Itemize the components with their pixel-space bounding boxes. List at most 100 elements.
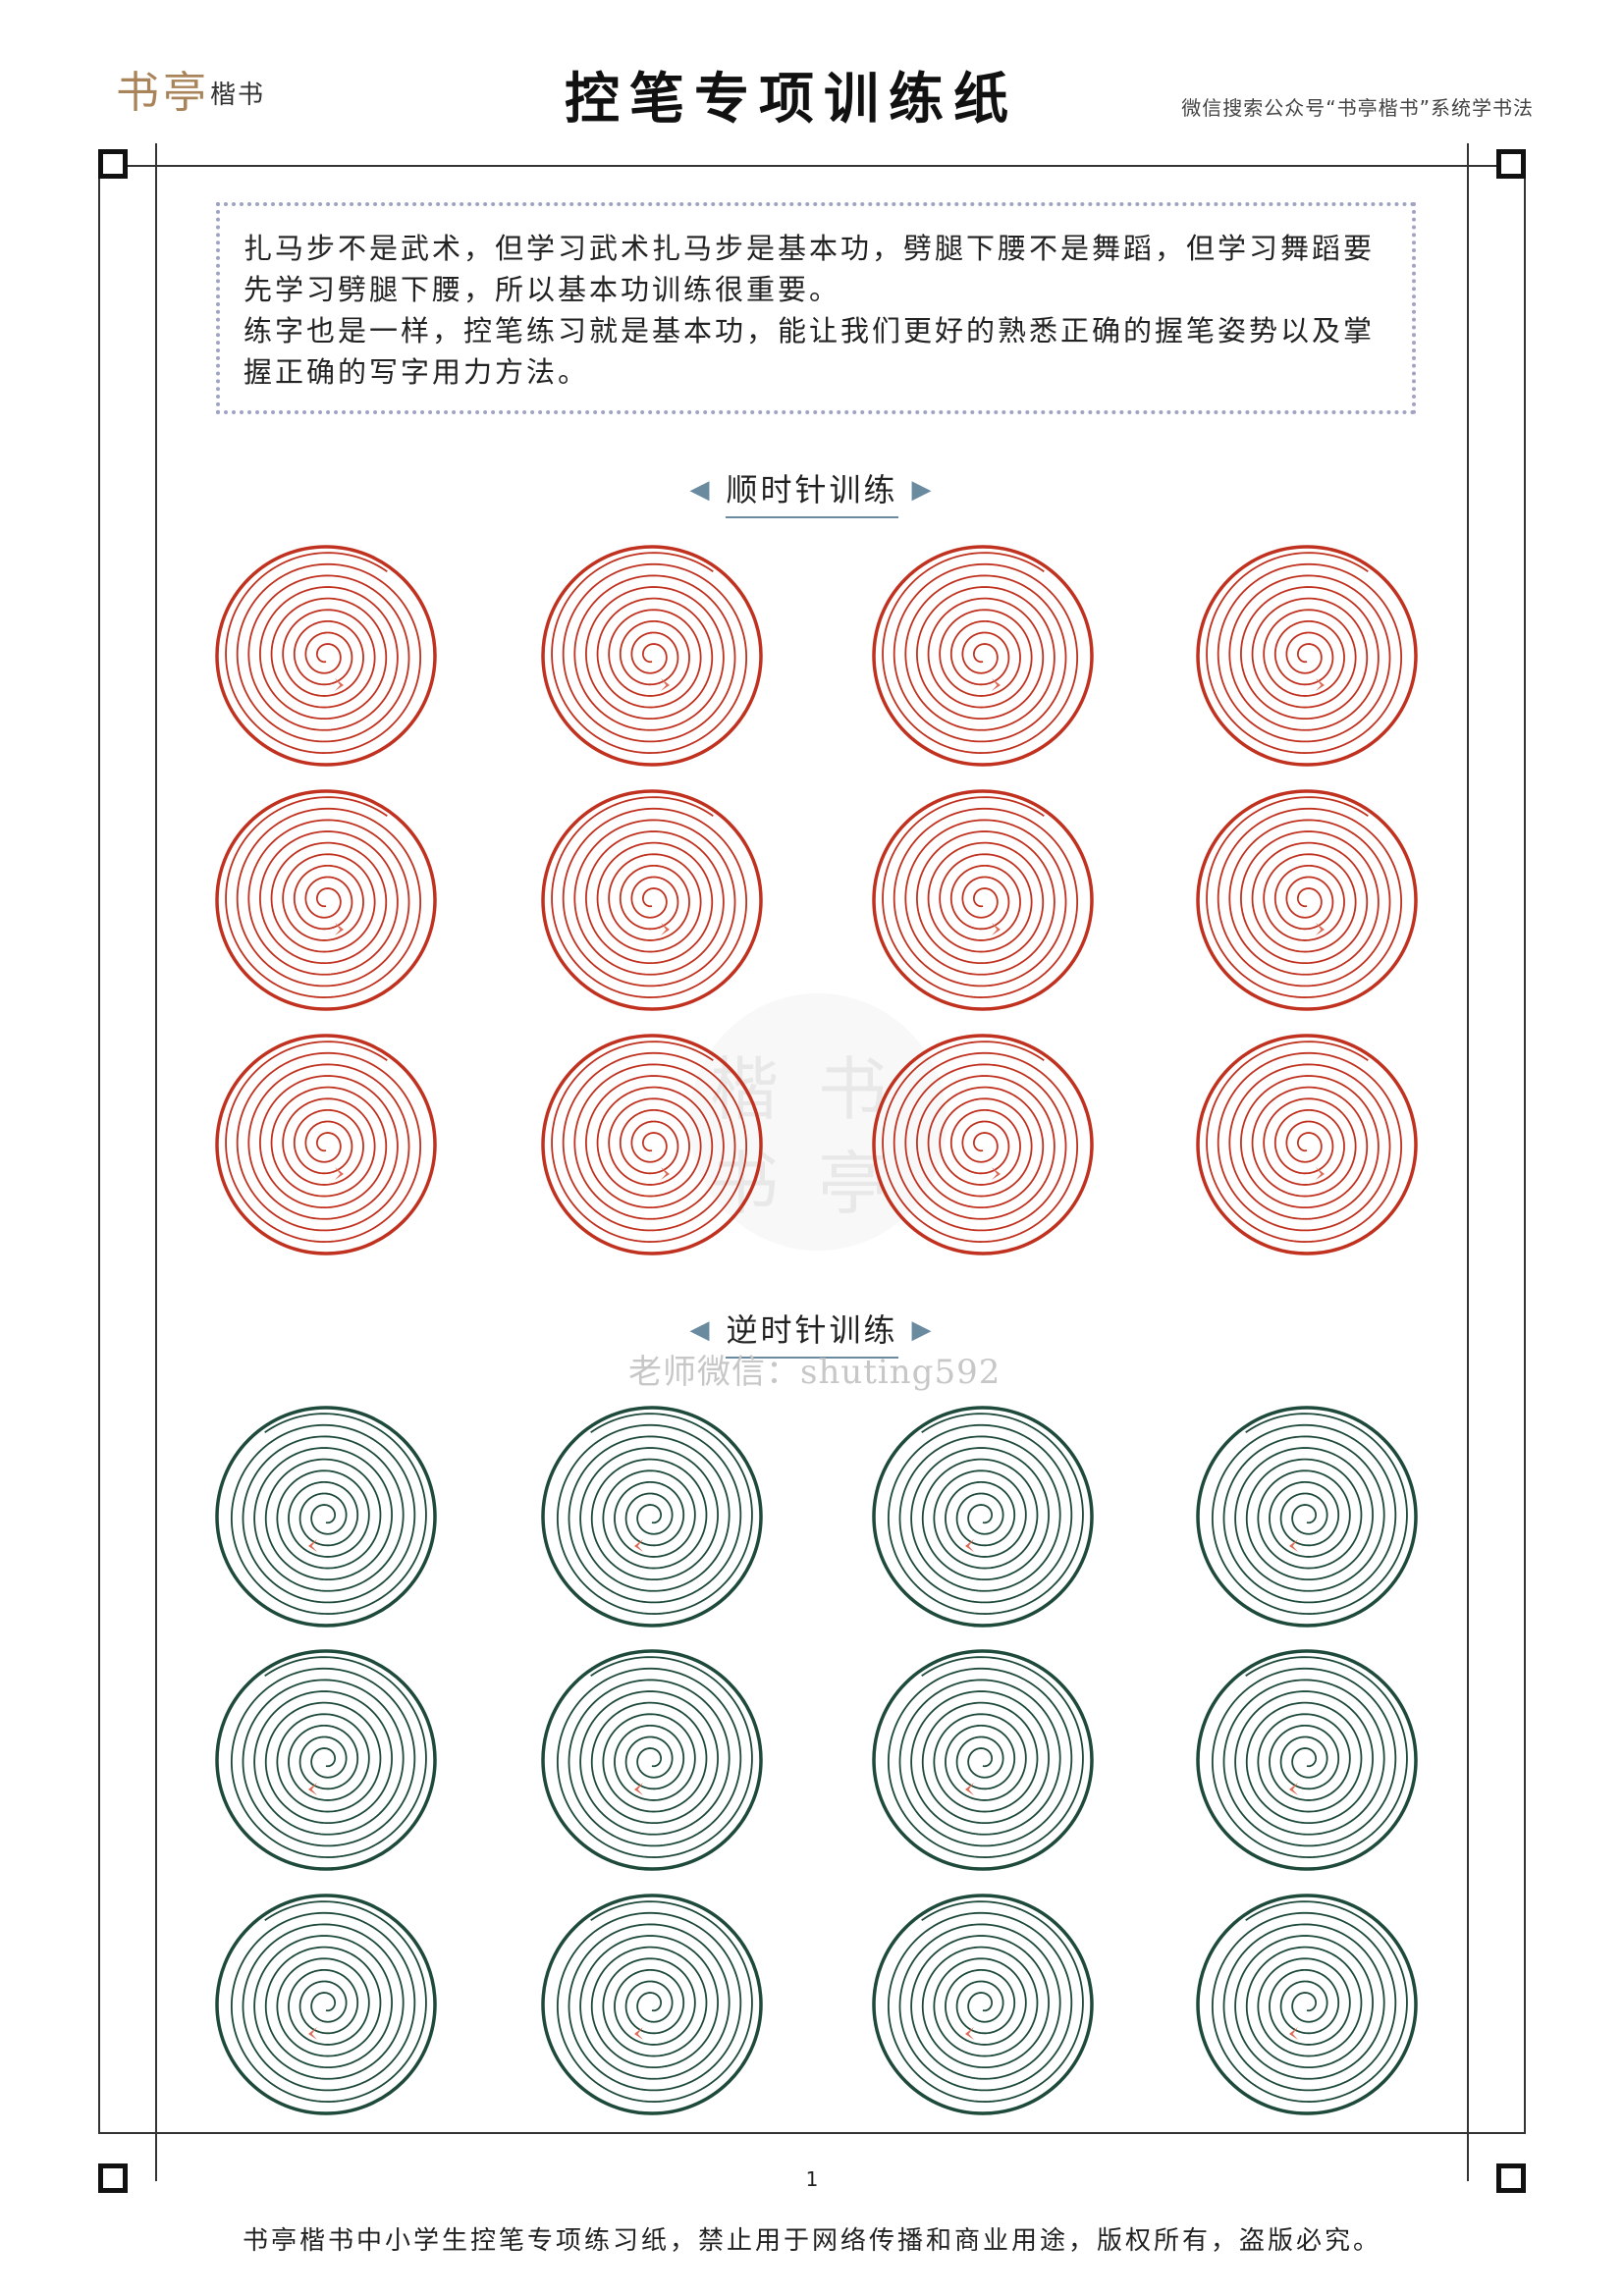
spiral-path [882, 552, 1079, 754]
spiral-path [551, 796, 748, 998]
logo-main-text: 书亭 [116, 68, 210, 118]
spiral-path [882, 796, 1079, 998]
spiral-path [882, 1041, 1079, 1243]
direction-arrow-icon [965, 1539, 974, 1552]
spiral-counterclockwise-r3-c2 [541, 1894, 763, 2115]
direction-arrow-icon [335, 678, 344, 691]
spiral-path [1206, 796, 1403, 998]
direction-arrow-icon [965, 1783, 974, 1795]
direction-arrow-icon [335, 1167, 344, 1180]
intro-box: 扎马步不是武术，但学习武术扎马步是基本功，劈腿下腰不是舞蹈，但学习舞蹈要先学习劈… [216, 202, 1416, 414]
spiral-outer-ring [541, 1894, 763, 2115]
spiral-path [225, 796, 422, 998]
spiral-path [887, 1900, 1084, 2103]
spiral-path [556, 1900, 753, 2103]
spiral-path [225, 1041, 422, 1243]
direction-arrow-icon [1316, 678, 1325, 691]
spiral-path [225, 552, 422, 754]
intro-paragraph-1: 扎马步不是武术，但学习武术扎马步是基本功，劈腿下腰不是舞蹈，但学习舞蹈要先学习劈… [244, 232, 1376, 306]
header-note: 微信搜索公众号“书亭楷书”系统学书法 [1181, 96, 1534, 120]
corner-square-top-right [1496, 149, 1526, 179]
direction-arrow-icon [661, 678, 670, 691]
spiral-outer-ring [872, 789, 1094, 1011]
page-number: 1 [805, 2167, 819, 2191]
spiral-outer-ring [215, 1649, 437, 1871]
spiral-path [1206, 552, 1403, 754]
direction-arrow-icon [992, 678, 1001, 691]
direction-arrow-icon [1316, 1167, 1325, 1180]
spiral-counterclockwise-r1-c3 [872, 1406, 1094, 1628]
spiral-clockwise-r2-c4 [1196, 789, 1418, 1011]
direction-arrow-icon [1289, 1539, 1298, 1552]
spiral-clockwise-r1-c3 [872, 545, 1094, 767]
section-title-counterclockwise: ◀ 逆时针训练 ▶ [0, 1306, 1624, 1359]
direction-arrow-icon [308, 1539, 317, 1552]
spiral-outer-ring [872, 1894, 1094, 2115]
spiral-counterclockwise-r2-c2 [541, 1649, 763, 1871]
direction-arrow-icon [634, 2027, 643, 2040]
direction-arrow-icon [308, 1783, 317, 1795]
corner-square-bottom-left [98, 2163, 128, 2193]
direction-arrow-icon [1289, 2027, 1298, 2040]
spiral-path [230, 1413, 427, 1615]
footer-copyright: 书亭楷书中小学生控笔专项练习纸，禁止用于网络传播和商业用途，版权所有，盗版必究。 [242, 2226, 1381, 2256]
spiral-path [551, 1041, 748, 1243]
spiral-outer-ring [1196, 1034, 1418, 1255]
spiral-outer-ring [1196, 1894, 1418, 2115]
direction-arrow-icon [992, 1167, 1001, 1180]
spiral-clockwise-r3-c3 [872, 1034, 1094, 1255]
direction-arrow-icon [634, 1783, 643, 1795]
spiral-counterclockwise-r1-c4 [1196, 1406, 1418, 1628]
direction-arrow-icon [965, 2027, 974, 2040]
spiral-outer-ring [872, 1406, 1094, 1628]
spiral-path [556, 1413, 753, 1615]
direction-arrow-icon [1316, 923, 1325, 935]
spiral-clockwise-r1-c1 [215, 545, 437, 767]
spiral-outer-ring [1196, 789, 1418, 1011]
brand-logo: 书亭楷书 [116, 57, 265, 118]
section-title-clockwise-label: 顺时针训练 [712, 465, 911, 518]
teacher-contact: 老师微信：shuting592 [628, 1353, 1001, 1392]
spiral-outer-ring [1196, 1406, 1418, 1628]
triangle-left-icon: ◀ [689, 475, 713, 505]
direction-arrow-icon [661, 923, 670, 935]
spiral-outer-ring [872, 1034, 1094, 1255]
direction-arrow-icon [661, 1167, 670, 1180]
spiral-path [556, 1656, 753, 1858]
spiral-clockwise-r3-c2 [541, 1034, 763, 1255]
spiral-path [1206, 1041, 1403, 1243]
corner-square-top-left [98, 149, 128, 179]
spiral-path [1211, 1900, 1408, 2103]
spiral-counterclockwise-r3-c3 [872, 1894, 1094, 2115]
spiral-outer-ring [541, 789, 763, 1011]
spiral-outer-ring [541, 1034, 763, 1255]
spiral-path [551, 552, 748, 754]
spiral-counterclockwise-r3-c1 [215, 1894, 437, 2115]
direction-arrow-icon [335, 923, 344, 935]
spiral-outer-ring [872, 1649, 1094, 1871]
spiral-outer-ring [215, 545, 437, 767]
spiral-outer-ring [215, 1034, 437, 1255]
triangle-right-icon: ▶ [911, 475, 935, 505]
spiral-path [1211, 1656, 1408, 1858]
spiral-outer-ring [541, 1406, 763, 1628]
spiral-clockwise-r1-c2 [541, 545, 763, 767]
spiral-clockwise-r2-c2 [541, 789, 763, 1011]
spiral-path [887, 1413, 1084, 1615]
direction-arrow-icon [992, 923, 1001, 935]
intro-paragraph-2: 练字也是一样，控笔练习就是基本功，能让我们更好的熟悉正确的握笔姿势以及掌握正确的… [244, 314, 1376, 389]
spiral-counterclockwise-r2-c1 [215, 1649, 437, 1871]
spiral-counterclockwise-r1-c1 [215, 1406, 437, 1628]
section-title-clockwise: ◀ 顺时针训练 ▶ [0, 465, 1624, 518]
spiral-outer-ring [215, 789, 437, 1011]
section-title-counterclockwise-label: 逆时针训练 [712, 1306, 911, 1359]
spiral-counterclockwise-r2-c4 [1196, 1649, 1418, 1871]
spiral-outer-ring [872, 545, 1094, 767]
spiral-path [1211, 1413, 1408, 1615]
triangle-right-icon: ▶ [911, 1315, 935, 1345]
spiral-path [230, 1656, 427, 1858]
corner-square-bottom-right [1496, 2163, 1526, 2193]
spiral-path [887, 1656, 1084, 1858]
spiral-counterclockwise-r1-c2 [541, 1406, 763, 1628]
spiral-outer-ring [215, 1894, 437, 2115]
